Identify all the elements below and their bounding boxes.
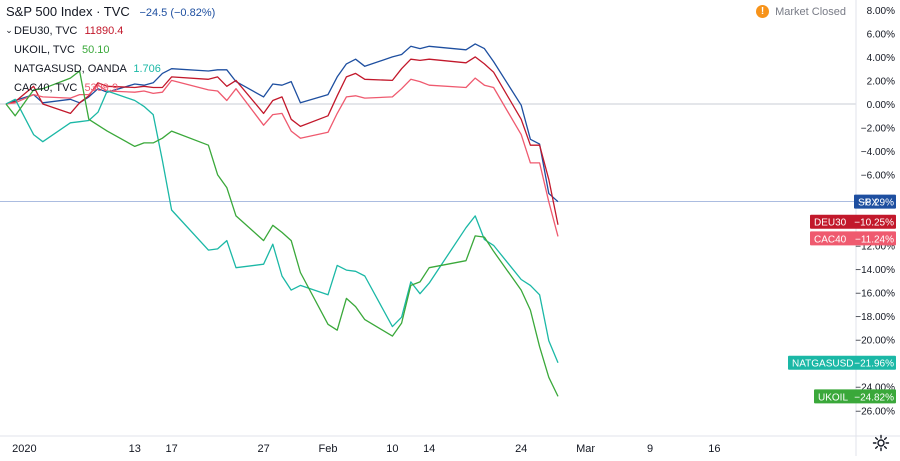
y-tick-label: −26.00% xyxy=(855,406,895,417)
series-line-natgasusd[interactable] xyxy=(5,90,559,363)
legend-label: NATGASUSD, OANDA xyxy=(14,63,127,75)
series-line-spx[interactable] xyxy=(5,43,559,203)
legend-value: 1.706 xyxy=(133,63,161,75)
y-tick-label: 8.00% xyxy=(867,6,895,17)
y-tick-label: −4.00% xyxy=(861,147,895,158)
x-tick-label: 10 xyxy=(386,443,398,455)
y-tick-label: −20.00% xyxy=(855,336,895,347)
x-tick-label: 14 xyxy=(423,443,435,455)
legend-value: 50.10 xyxy=(82,44,110,56)
x-tick-label: 27 xyxy=(257,443,269,455)
x-tick-label: 13 xyxy=(129,443,141,455)
legend-main-title[interactable]: S&P 500 Index · TVC −24.5 (−0.82%) xyxy=(6,4,215,19)
series-lines-layer xyxy=(5,43,559,397)
badge-symbol: NATGASUSD xyxy=(792,359,854,370)
y-tick-label: −16.00% xyxy=(855,288,895,299)
main-symbol-label: S&P 500 Index · TVC xyxy=(6,4,130,19)
y-tick-label: 0.00% xyxy=(867,100,895,111)
badge-value: −10.25% xyxy=(854,218,894,229)
y-tick-label: −12.00% xyxy=(855,241,895,252)
legend-label: DEU30, TVC xyxy=(14,25,78,37)
legend-row-deu30[interactable]: DEU30, TVC 11890.4 xyxy=(14,25,123,37)
badge-value: −8.29% xyxy=(860,198,894,209)
badge-value: −11.24% xyxy=(855,234,894,245)
y-tick-label: −6.00% xyxy=(861,171,895,182)
x-tick-label: Mar xyxy=(576,443,595,455)
legend-row-ukoil[interactable]: UKOIL, TVC 50.10 xyxy=(14,44,110,56)
badge-value: −24.82% xyxy=(854,392,894,403)
legend-label: UKOIL, TVC xyxy=(14,44,75,56)
last-value-badge-cac40[interactable]: CAC40 −11.24% xyxy=(810,231,896,246)
series-line-ukoil[interactable] xyxy=(5,70,559,397)
badge-background xyxy=(854,194,896,209)
legend-row-natgasusd[interactable]: NATGASUSD, OANDA 1.706 xyxy=(14,63,161,75)
chevron-down-icon[interactable]: ⌄ xyxy=(5,25,13,35)
series-line-cac40[interactable] xyxy=(5,77,559,237)
x-tick-label: 16 xyxy=(708,443,720,455)
badge-symbol: DEU30 xyxy=(814,218,847,229)
last-value-badge-deu30[interactable]: DEU30 −10.25% xyxy=(810,214,896,229)
last-value-labels-layer: SPX−8.29% DEU30 −10.25% CAC40 −11.24% NATGASU… xyxy=(788,194,896,404)
last-value-badge-natgasusd[interactable]: NATGASUSD −21.96% xyxy=(788,355,896,370)
x-tick-label: 17 xyxy=(165,443,177,455)
legend-value: 5309.9 xyxy=(84,82,119,94)
badge-background xyxy=(788,355,896,370)
market-status-text: Market Closed xyxy=(775,5,846,18)
gear-icon[interactable] xyxy=(872,434,890,452)
badge-value: −21.96% xyxy=(854,359,894,370)
market-status[interactable]: ! Market Closed xyxy=(756,5,846,18)
badge-symbol: UKOIL xyxy=(818,392,848,403)
y-tick-label: −14.00% xyxy=(855,265,895,276)
y-tick-label: 4.00% xyxy=(867,53,895,64)
badge-background xyxy=(810,231,896,246)
x-tick-label: Feb xyxy=(319,443,338,455)
badge-background xyxy=(810,214,896,229)
legend-value: 11890.4 xyxy=(84,25,124,37)
series-line-deu30[interactable] xyxy=(5,56,559,225)
legend-label: CAC40, TVC xyxy=(14,82,78,94)
y-tick-label: −2.00% xyxy=(861,124,895,135)
badge-symbol: SPX xyxy=(858,198,878,209)
badge-background xyxy=(814,389,896,404)
x-tick-label: 2020 xyxy=(12,443,36,455)
last-value-badge-ukoil[interactable]: UKOIL −24.82% xyxy=(814,389,896,404)
y-tick-label: 6.00% xyxy=(867,29,895,40)
x-tick-label: 24 xyxy=(515,443,527,455)
y-tick-label: 2.00% xyxy=(867,76,895,87)
main-symbol-change: −24.5 (−0.82%) xyxy=(139,7,216,19)
badge-symbol: CAC40 xyxy=(814,234,847,245)
exclamation-icon: ! xyxy=(756,5,770,18)
x-tick-label: 9 xyxy=(647,443,653,455)
last-value-badge-spx[interactable]: SPX−8.29% xyxy=(854,194,896,209)
legend-row-cac40[interactable]: CAC40, TVC 5309.9 xyxy=(14,82,118,94)
y-tick-label: −24.00% xyxy=(855,383,895,394)
y-tick-label: −18.00% xyxy=(855,312,895,323)
